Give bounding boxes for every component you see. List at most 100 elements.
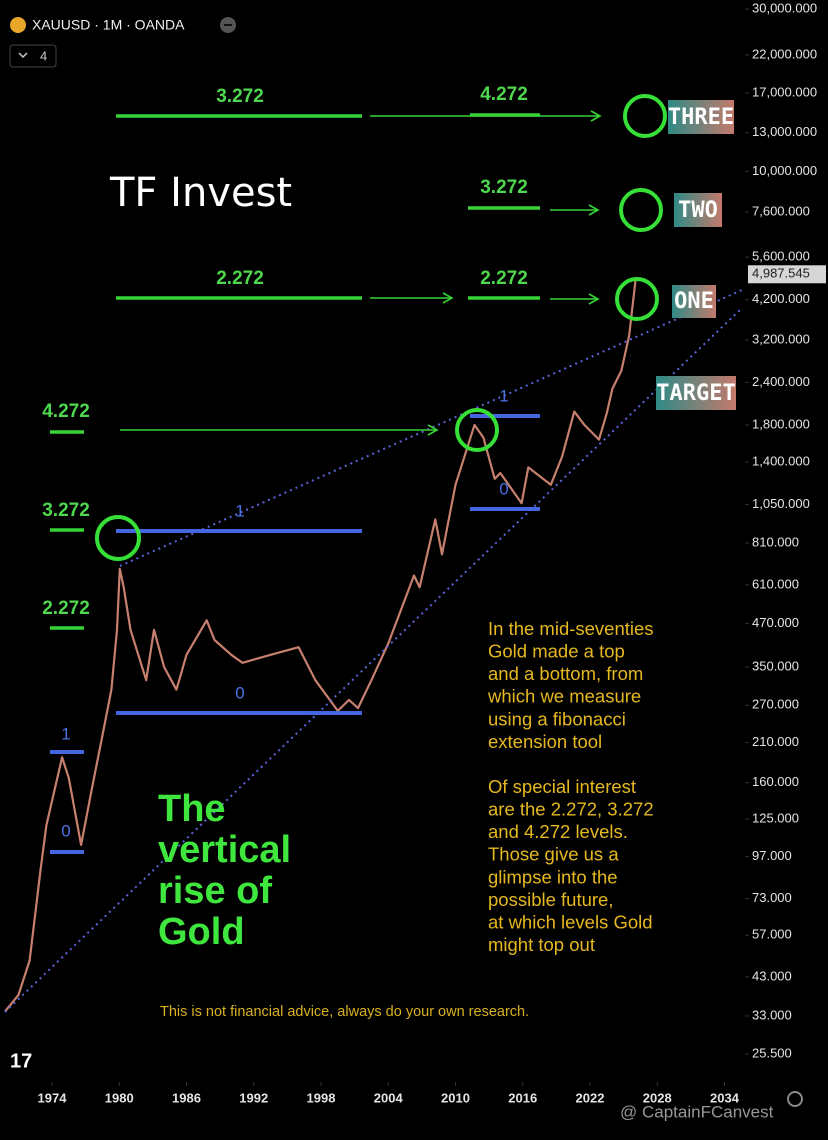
explanation-line: are the 2.272, 3.272 <box>488 798 654 819</box>
y-tick-label: 25.500 <box>752 1046 792 1061</box>
target-badge <box>674 193 722 227</box>
x-tick-label: 1992 <box>239 1090 268 1105</box>
explanation-line: using a fibonacci <box>488 708 626 729</box>
y-tick-label: 57.000 <box>752 927 792 942</box>
symbol: XAUUSD · 1M · OANDA <box>32 17 185 33</box>
target-ring <box>615 277 659 321</box>
y-tick-label: 17,000.000 <box>752 84 817 99</box>
explanation-line: and 4.272 levels. <box>488 821 628 842</box>
target-ring <box>623 94 667 138</box>
extension-label: 3.272 <box>480 177 528 198</box>
explanation-line: possible future, <box>488 889 613 910</box>
y-tick-label: 7,600.000 <box>752 203 810 218</box>
x-tick-label: 2028 <box>643 1090 672 1105</box>
explanation-line: and a bottom, from <box>488 663 643 684</box>
explanation-line: Of special interest <box>488 776 636 797</box>
extension-label: 3.272 <box>216 86 264 107</box>
explanation-line: at which levels Gold <box>488 911 653 932</box>
explanation-line: glimpse into the <box>488 866 618 887</box>
y-tick-label: 3,200.000 <box>752 331 810 346</box>
x-tick-label: 2034 <box>710 1090 740 1105</box>
target-badge <box>656 376 736 410</box>
y-tick-label: 5,600.000 <box>752 249 810 264</box>
target-ring <box>619 188 663 232</box>
extension-label: 2.272 <box>216 268 264 289</box>
y-tick-label: 1,800.000 <box>752 416 810 431</box>
target-label: TWO <box>678 198 718 223</box>
target-badge <box>672 285 716 318</box>
headline: rise of <box>158 870 272 912</box>
indicator-count: 4 <box>40 48 47 63</box>
y-tick-label: 470.000 <box>752 615 799 630</box>
extension-label: 4.272 <box>42 401 90 422</box>
top-ring <box>455 408 499 452</box>
trendline <box>4 307 743 1013</box>
extension-label: 3.272 <box>42 500 90 521</box>
y-tick-label: 2,400.000 <box>752 374 810 389</box>
fib-label: 1 <box>235 501 244 520</box>
x-tick-label: 2004 <box>374 1090 404 1105</box>
y-tick-label: 810.000 <box>752 534 799 549</box>
explanation-line: Gold made a top <box>488 640 625 661</box>
settings-button[interactable] <box>787 1091 803 1107</box>
x-tick-label: 2022 <box>576 1090 605 1105</box>
x-tick-label: 1980 <box>105 1090 134 1105</box>
y-tick-label: 13,000.000 <box>752 124 817 139</box>
indicators-toggle[interactable] <box>9 44 57 68</box>
y-tick-label: 97.000 <box>752 848 792 863</box>
headline: The <box>158 788 226 830</box>
explanation-line: extension tool <box>488 731 602 752</box>
x-tick-label: 1974 <box>38 1090 68 1105</box>
target-badge <box>668 100 734 134</box>
price-line <box>4 276 637 1013</box>
y-tick-label: 22,000.000 <box>752 46 817 61</box>
y-tick-label: 125.000 <box>752 811 799 826</box>
y-tick-label: 30,000.000 <box>752 1 817 16</box>
y-tick-label: 43.000 <box>752 968 792 983</box>
x-tick-label: 1998 <box>307 1090 336 1105</box>
axes: 25.500 33.000 43.000 57.000 73.000 97.000 125.… <box>38 1 826 1110</box>
y-tick-label: 73.000 <box>752 890 792 905</box>
top-ring <box>95 515 141 561</box>
fib-label: 1 <box>499 386 508 405</box>
fib-label: 0 <box>235 683 244 702</box>
extension-label: 4.272 <box>480 84 528 105</box>
tradingview-logo: 17 <box>10 1050 32 1072</box>
x-tick-label: 2016 <box>508 1090 537 1105</box>
explanation-line: which we measure <box>487 686 641 707</box>
x-tick-label: 2010 <box>441 1090 470 1105</box>
symbol-icon <box>10 17 26 33</box>
y-tick-label: 210.000 <box>752 734 799 749</box>
extension-label: 2.272 <box>42 598 90 619</box>
target-label: TARGET <box>656 381 735 406</box>
explanation-line: might top out <box>488 934 595 955</box>
explanation-line: In the mid-seventies <box>488 618 654 639</box>
y-tick-label: 160.000 <box>752 774 799 789</box>
extension-label: 2.272 <box>480 268 528 289</box>
headline: Gold <box>158 911 245 953</box>
y-tick-label: 610.000 <box>752 576 799 591</box>
y-tick-label: 1,050.000 <box>752 496 810 511</box>
y-tick-label: 350.000 <box>752 658 799 673</box>
fib-label: 0 <box>499 479 508 498</box>
series <box>4 276 637 1013</box>
price-axis-panel <box>746 1088 786 1110</box>
chevron <box>18 52 28 59</box>
x-tick-label: 1986 <box>172 1090 201 1105</box>
y-tick-label: 270.000 <box>752 697 799 712</box>
target-label: ONE <box>674 289 714 314</box>
watermark: @ CaptainFCanvest <box>620 1102 774 1121</box>
target-label: THREE <box>668 105 734 130</box>
y-tick-label: 33.000 <box>752 1007 792 1022</box>
current-price-label: 4,987.545 <box>752 266 810 281</box>
y-tick-label: 10,000.000 <box>752 163 817 178</box>
y-tick-label: 4,200.000 <box>752 291 810 306</box>
current-price-box <box>748 265 826 284</box>
brand: TF Invest <box>109 170 292 216</box>
headline: vertical <box>158 829 291 871</box>
disclaimer: This is not financial advice, always do … <box>160 1004 529 1020</box>
y-tick-label: 1,400.000 <box>752 453 810 468</box>
